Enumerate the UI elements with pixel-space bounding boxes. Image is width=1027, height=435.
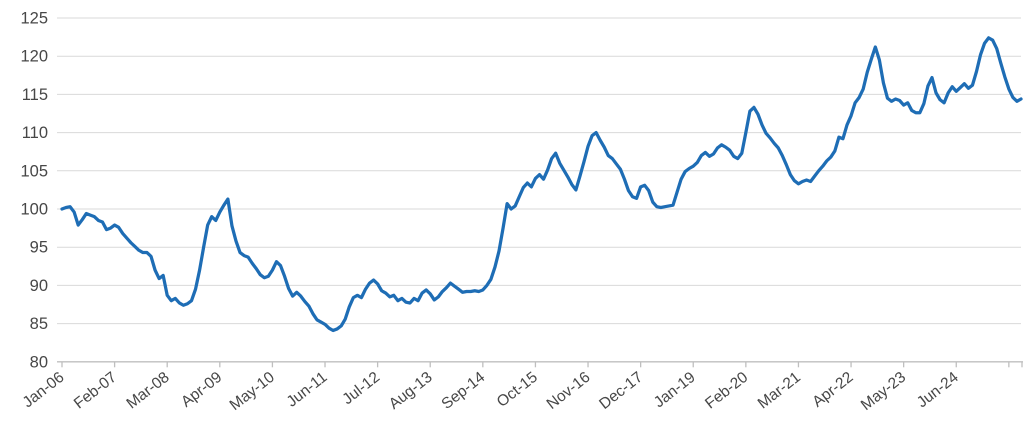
svg-text:125: 125 (20, 10, 48, 28)
svg-text:Jan-06: Jan-06 (20, 369, 68, 412)
svg-text:Apr-09: Apr-09 (178, 369, 225, 411)
svg-text:Sep-14: Sep-14 (438, 369, 488, 413)
svg-text:Jun-24: Jun-24 (914, 369, 962, 412)
svg-text:Aug-13: Aug-13 (386, 369, 436, 413)
series-line (60, 36, 1023, 333)
svg-text:Jan-19: Jan-19 (651, 369, 699, 412)
svg-text:May-10: May-10 (227, 369, 278, 414)
svg-text:120: 120 (20, 48, 48, 66)
svg-text:Apr-22: Apr-22 (809, 369, 856, 411)
svg-text:Feb-07: Feb-07 (71, 369, 120, 413)
svg-text:Jun-11: Jun-11 (284, 369, 331, 411)
svg-text:Dec-17: Dec-17 (596, 369, 646, 413)
svg-text:Oct-15: Oct-15 (494, 369, 541, 411)
svg-text:100: 100 (20, 201, 48, 219)
svg-text:Mar-21: Mar-21 (755, 369, 804, 413)
svg-text:110: 110 (22, 124, 48, 142)
y-axis-labels: 80 85 90 95 100 105 110 115 120 125 (20, 10, 48, 372)
svg-text:Feb-20: Feb-20 (702, 369, 751, 413)
svg-text:85: 85 (30, 315, 48, 333)
svg-text:90: 90 (30, 277, 48, 295)
svg-text:105: 105 (20, 162, 48, 180)
x-axis-line (57, 361, 1023, 368)
svg-text:80: 80 (30, 353, 48, 371)
svg-text:Mar-08: Mar-08 (124, 369, 173, 413)
x-axis-labels: Jan-06 Feb-07 Mar-08 Apr-09 May-10 Jun-11 Jul-… (20, 369, 962, 414)
svg-text:Nov-16: Nov-16 (544, 369, 594, 413)
svg-text:May-23: May-23 (858, 369, 909, 414)
svg-text:115: 115 (22, 86, 48, 104)
svg-text:Jul-12: Jul-12 (339, 369, 383, 408)
svg-text:95: 95 (30, 239, 48, 257)
gridlines (57, 17, 1021, 325)
